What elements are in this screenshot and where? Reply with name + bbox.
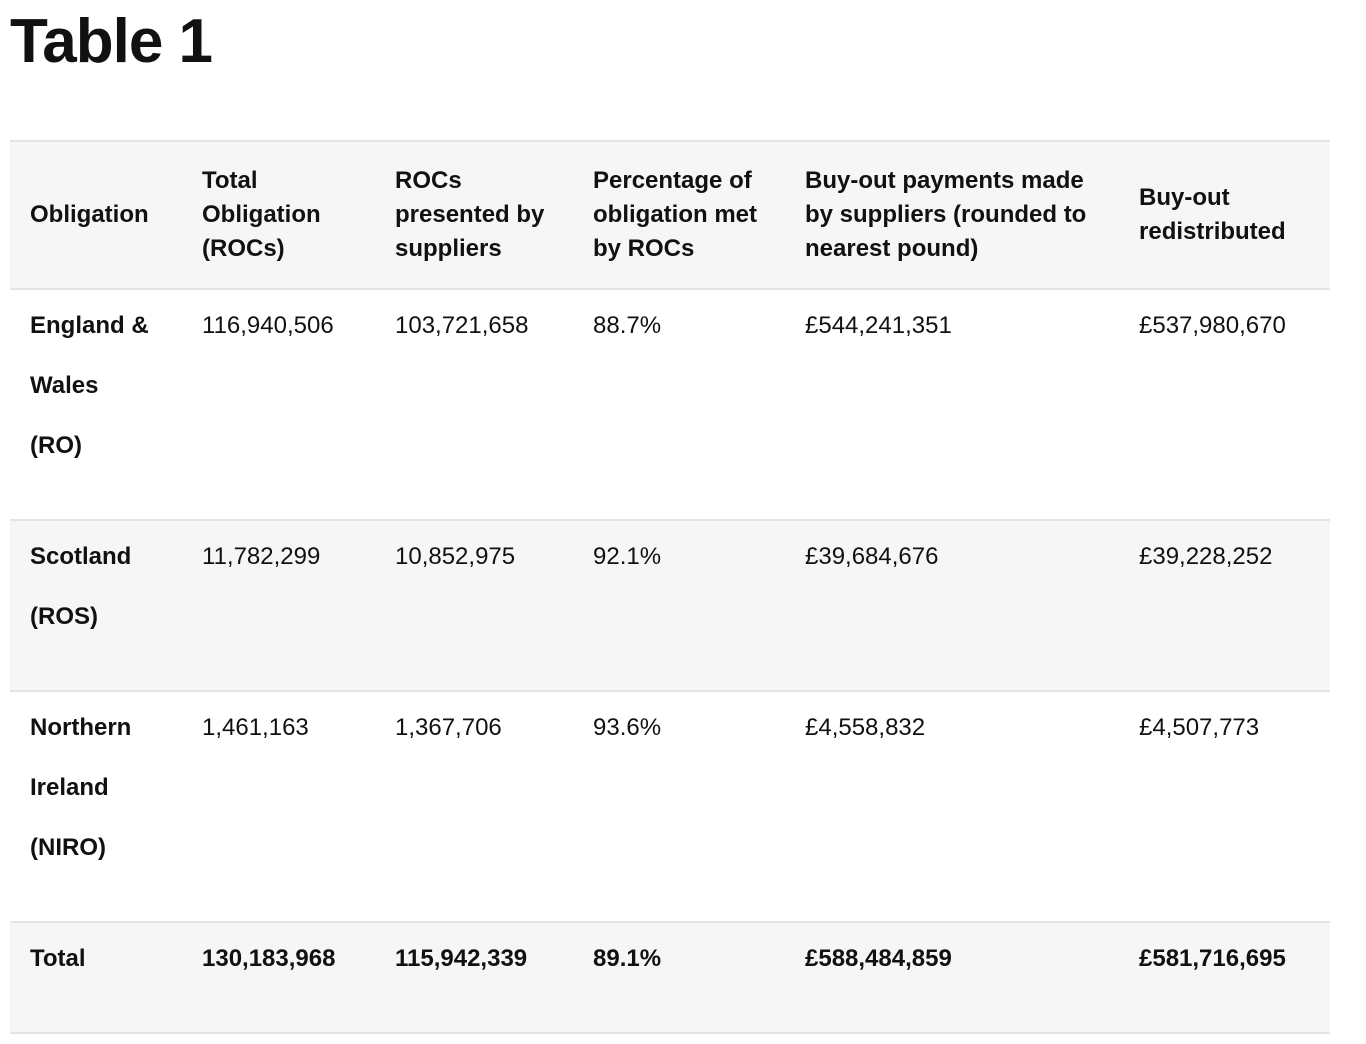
table-cell: 1,367,706 [395,714,502,741]
data-table: Obligation Total Obligation (ROCs) ROCs pr… [10,140,1330,1034]
row-header: Total [30,945,86,972]
row-header: Scotland (ROS) [30,543,132,630]
table-row: England & Wales (RO) 116,940,506 103,721,6… [10,289,1330,520]
column-header: Total Obligation (ROCs) [202,167,321,262]
column-header: Buy-out payments made by suppliers (roun… [805,167,1087,262]
table-cell: 116,940,506 [202,312,334,339]
table-cell: £39,228,252 [1139,543,1273,570]
table-row: Total 130,183,968 115,942,339 89.1% £588,484… [10,922,1330,1033]
table-cell: 130,183,968 [202,945,336,972]
table-cell: £537,980,670 [1139,312,1286,339]
table-cell: 115,942,339 [395,945,528,972]
table-cell: 11,782,299 [202,543,321,570]
row-header: Northern Ireland (NIRO) [30,714,132,861]
table-cell: £39,684,676 [805,543,939,570]
column-header: Obligation [30,201,149,228]
table-cell: £4,507,773 [1139,714,1260,741]
table-cell: 92.1% [593,543,662,570]
table-cell: 1,461,163 [202,714,309,741]
column-header: Percentage of obligation met by ROCs [593,167,757,262]
table-cell: £4,558,832 [805,714,926,741]
column-header: Buy-out redistributed [1139,184,1286,245]
table-cell: £544,241,351 [805,312,952,339]
column-header: ROCs presented by suppliers [395,167,545,262]
row-header: England & Wales (RO) [30,312,149,459]
table-row: Scotland (ROS) 11,782,299 10,852,975 92.1% £… [10,520,1330,691]
title: Table 1 [10,7,213,76]
table-cell: £581,716,695 [1139,945,1286,972]
table-cell: 93.6% [593,714,662,741]
table-cell: 89.1% [593,945,662,972]
header-row: Obligation Total Obligation (ROCs) ROCs pr… [10,141,1330,289]
table-cell: 88.7% [593,312,662,339]
table-cell: 10,852,975 [395,543,516,570]
table-cell: £588,484,859 [805,945,952,972]
table-cell: 103,721,658 [395,312,529,339]
table-row: Northern Ireland (NIRO) 1,461,163 1,367,70… [10,691,1330,922]
